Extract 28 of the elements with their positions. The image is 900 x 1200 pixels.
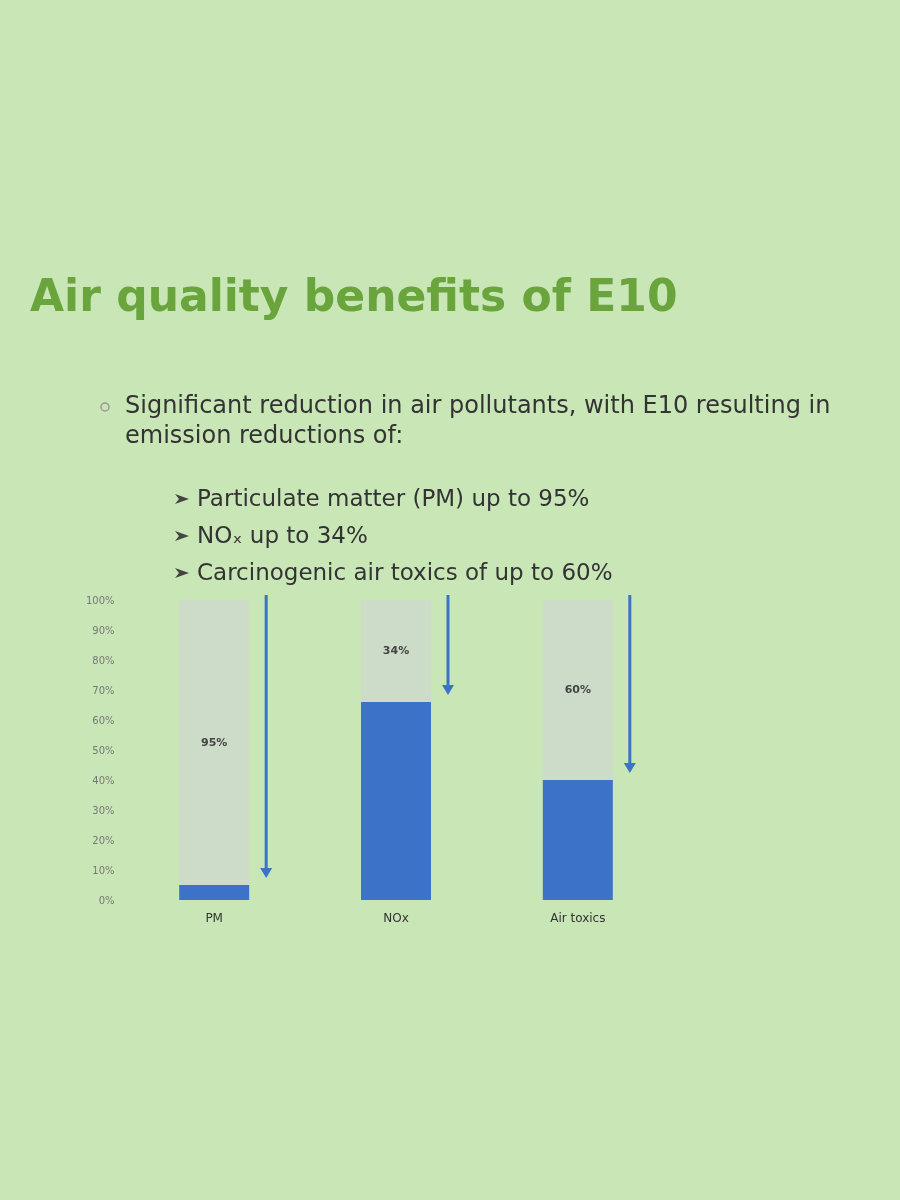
chart-title: Air quality benefits of E10 bbox=[30, 270, 678, 321]
bar bbox=[542, 600, 613, 780]
bar bbox=[542, 780, 613, 900]
bar bbox=[179, 885, 250, 900]
y-tick-label: 80% bbox=[92, 654, 115, 666]
text: NOₓ up to 34% bbox=[197, 521, 368, 550]
x-tick-label: PM bbox=[205, 910, 223, 925]
y-tick-label: 20% bbox=[92, 834, 115, 846]
bar bbox=[361, 702, 431, 900]
bar bbox=[179, 600, 250, 885]
y-tick-label: 100% bbox=[85, 594, 115, 606]
bar bbox=[361, 600, 431, 702]
text: Carcinogenic air toxics of up to 60% bbox=[197, 558, 613, 587]
y-tick-label: 40% bbox=[92, 774, 115, 786]
data-label: 60% bbox=[564, 683, 591, 696]
y-tick-label: 60% bbox=[92, 714, 115, 726]
x-tick-label: Air toxics bbox=[550, 910, 606, 925]
y-tick-label: 90% bbox=[92, 624, 115, 636]
chart-subtitle: Significant reduction in air pollutants, with E10 resulting in emission reductions of: bbox=[125, 390, 832, 450]
y-tick-label: 30% bbox=[92, 804, 115, 816]
y-tick-label: 50% bbox=[92, 744, 115, 756]
data-label: 34% bbox=[382, 644, 410, 657]
data-label: 95% bbox=[201, 735, 228, 749]
y-tick-label: 70% bbox=[92, 684, 115, 696]
y-tick-label: 10% bbox=[92, 864, 115, 876]
x-tick-label: NOx bbox=[383, 910, 409, 925]
y-tick-label: 0% bbox=[98, 894, 115, 906]
text: Particulate matter (PM) up to 95% bbox=[197, 484, 590, 513]
